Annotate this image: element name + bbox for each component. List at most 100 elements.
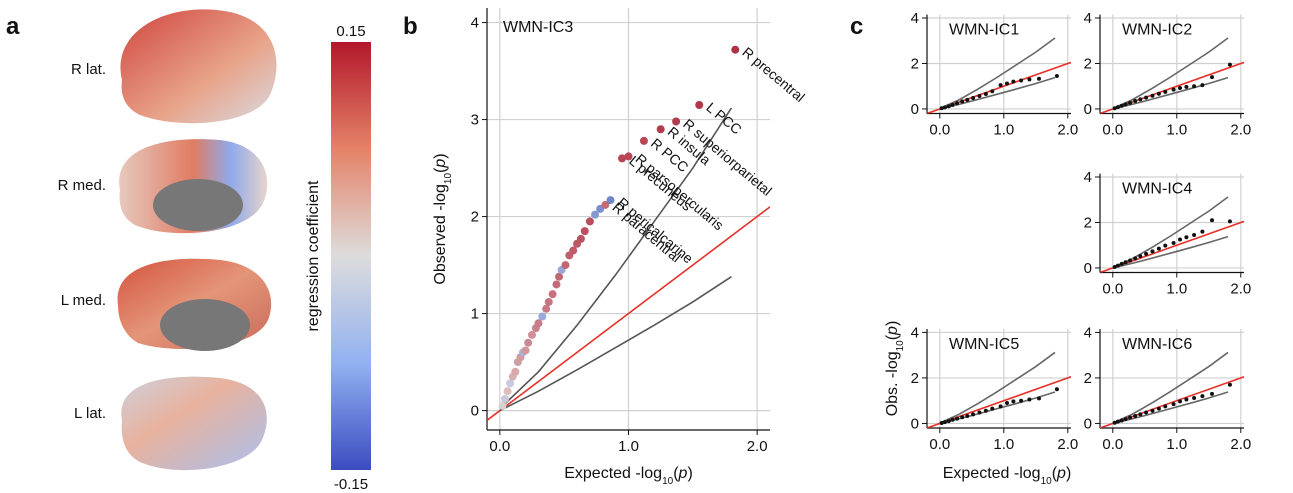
point xyxy=(939,106,944,111)
brain-images xyxy=(117,9,277,471)
panel-title: WMN-IC1 xyxy=(949,22,1019,39)
point xyxy=(1133,413,1138,418)
point xyxy=(1156,91,1161,96)
reference-line xyxy=(1100,220,1244,273)
point xyxy=(1011,399,1016,404)
point xyxy=(1128,258,1133,263)
point xyxy=(1019,398,1024,403)
point xyxy=(1037,76,1041,81)
point xyxy=(955,101,960,106)
point xyxy=(942,420,947,425)
point xyxy=(672,117,681,126)
point xyxy=(1128,100,1133,105)
x-tick-label: 0.0 xyxy=(1102,436,1123,453)
point xyxy=(1119,418,1124,423)
y-tick-label: 4 xyxy=(1084,169,1092,186)
x-tick-label: 2.0 xyxy=(1230,436,1251,453)
x-tick-label: 2.0 xyxy=(1230,122,1251,139)
label-part: Observed -log xyxy=(432,184,449,285)
label-part: p xyxy=(884,326,901,336)
reference-line xyxy=(939,76,1056,110)
y-tick-label: 0 xyxy=(911,415,919,432)
x-tick-label: 2.0 xyxy=(747,438,768,455)
point xyxy=(534,319,543,328)
point xyxy=(1150,408,1155,413)
reference-line xyxy=(939,351,1056,424)
x-tick-label: 1.0 xyxy=(618,438,639,455)
point xyxy=(1171,402,1176,407)
point xyxy=(1123,417,1128,422)
point xyxy=(1112,106,1117,111)
point xyxy=(1210,391,1214,396)
panel-title: WMN-IC4 xyxy=(1122,181,1192,198)
y-tick-label: 0 xyxy=(1084,260,1092,277)
point xyxy=(1054,73,1059,78)
x-axis-label: Expected -log10(p) xyxy=(564,465,693,487)
point xyxy=(950,102,955,107)
brain-medial-wall xyxy=(160,299,250,351)
point xyxy=(946,419,951,424)
point xyxy=(1192,395,1197,400)
point xyxy=(1119,103,1124,108)
point xyxy=(1150,93,1155,98)
point xyxy=(576,234,585,243)
panel-title: WMN-IC2 xyxy=(1122,22,1192,39)
point xyxy=(983,91,988,96)
point xyxy=(971,412,976,417)
point xyxy=(965,413,970,418)
point xyxy=(1115,105,1120,110)
y-tick-label: 2 xyxy=(1084,55,1092,72)
point xyxy=(656,125,665,134)
brain-label: L med. xyxy=(61,292,106,309)
point xyxy=(618,154,627,163)
x-tick-label: 2.0 xyxy=(1057,122,1078,139)
point xyxy=(1133,256,1138,261)
label-part: ( xyxy=(884,334,901,340)
reference-line xyxy=(1112,351,1229,424)
point xyxy=(498,401,507,410)
point xyxy=(1178,86,1182,91)
y-tick-label: 1 xyxy=(471,306,479,323)
point xyxy=(955,416,960,421)
point xyxy=(1005,81,1009,86)
point xyxy=(1133,98,1138,103)
x-tick-label: 1.0 xyxy=(1166,436,1187,453)
x-tick-label: 0.0 xyxy=(929,122,950,139)
point xyxy=(1178,237,1182,242)
point xyxy=(1200,229,1205,234)
x-tick-label: 1.0 xyxy=(993,436,1014,453)
point xyxy=(544,297,553,306)
label-part: 10 xyxy=(1041,476,1053,487)
point xyxy=(971,96,976,101)
point xyxy=(580,227,589,236)
label-part: ) xyxy=(1066,465,1071,482)
reference-line xyxy=(499,276,732,412)
y-tick-label: 0 xyxy=(1084,101,1092,118)
point xyxy=(998,83,1003,88)
point xyxy=(960,415,965,420)
point xyxy=(501,394,510,403)
point xyxy=(939,420,944,425)
point xyxy=(983,408,988,413)
point xyxy=(1163,404,1168,409)
point xyxy=(1192,84,1197,89)
point xyxy=(1227,62,1232,67)
label-part: ) xyxy=(432,153,449,158)
point xyxy=(1210,218,1214,223)
label-part: Expected -log xyxy=(943,465,1041,482)
point xyxy=(601,200,610,209)
point xyxy=(1184,397,1189,402)
brain-label: R med. xyxy=(58,177,106,194)
point xyxy=(1171,240,1176,245)
panel-title: WMN-IC3 xyxy=(503,19,573,36)
point xyxy=(506,379,515,388)
panel-title: WMN-IC5 xyxy=(949,336,1019,353)
point xyxy=(1019,78,1024,83)
y-axis-label: Obs. -log10(p) xyxy=(884,321,906,417)
label-part: Expected -log xyxy=(564,465,662,482)
label-part: ) xyxy=(884,321,901,326)
label-part: Obs. -log xyxy=(884,351,901,416)
point xyxy=(1163,243,1168,248)
point xyxy=(542,304,551,313)
brain-label: R lat. xyxy=(71,61,106,78)
